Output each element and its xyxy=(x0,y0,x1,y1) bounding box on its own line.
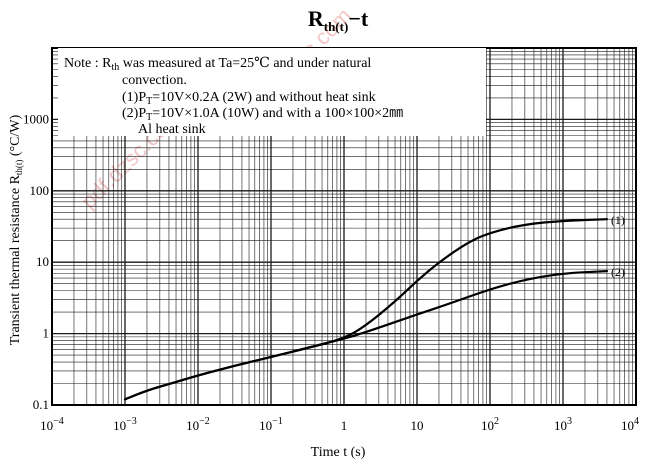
note-case2-label: (2)P xyxy=(122,106,146,121)
note-box: Note : Rth was measured at Ta=25℃ and un… xyxy=(58,48,486,137)
note-prefix: Note : R xyxy=(64,56,112,71)
series-label-1: (1) xyxy=(611,213,625,227)
x-tick-label: 1 xyxy=(341,418,348,433)
x-tick-label: 10−1 xyxy=(259,416,283,433)
note-case2-text: =10V×1.0A (10W) and with a 100×100×2㎜ xyxy=(152,106,403,121)
note-box-background xyxy=(58,48,486,136)
note-case1-subscript: T xyxy=(146,96,152,107)
chart-title-main: R xyxy=(308,6,325,31)
x-axis-ticks: 10−4 10−3 10−2 10−1 1 10 102 103 104 xyxy=(40,416,639,433)
x-tick-label: 103 xyxy=(554,416,572,433)
note-line-5: Al heat sink xyxy=(138,122,206,137)
note-line-4: (2)PT=10V×1.0A (10W) and with a 100×100×… xyxy=(122,106,403,123)
note-case2-subscript: T xyxy=(146,112,152,123)
y-tick-label: 100 xyxy=(30,183,50,198)
note-text-rest: was measured at Ta=25℃ and under natural xyxy=(119,56,371,71)
x-tick-label: 10−2 xyxy=(186,416,210,433)
chart-title: Rth(t)−t xyxy=(308,6,369,34)
y-tick-label: 0.1 xyxy=(33,397,49,412)
x-tick-label: 102 xyxy=(481,416,499,433)
x-tick-label: 104 xyxy=(621,416,639,433)
plot-series: (1) (2) xyxy=(123,213,625,401)
y-axis-label-main: Transient thermal resistance R xyxy=(8,174,23,345)
y-axis-label-subscript: th(t) xyxy=(14,160,24,176)
note-line-3: (1)PT=10V×0.2A (2W) and without heat sin… xyxy=(122,90,376,107)
y-axis-label: Transient thermal resistance Rth(t) (°C/… xyxy=(8,114,24,345)
note-rth-subscript: th xyxy=(111,62,119,73)
note-case1-text: =10V×0.2A (2W) and without heat sink xyxy=(152,90,375,105)
x-tick-label: 10−3 xyxy=(113,416,137,433)
note-case1-label: (1)P xyxy=(122,90,146,105)
y-tick-label: 1 xyxy=(43,326,50,341)
y-tick-label: 1000 xyxy=(23,111,49,126)
note-line-1: Note : Rth was measured at Ta=25℃ and un… xyxy=(64,56,371,73)
x-tick-label: 10−4 xyxy=(40,416,64,433)
y-tick-label: 10 xyxy=(36,254,49,269)
y-axis-ticks: 0.1 1 10 100 1000 xyxy=(23,111,49,412)
series-line-2 xyxy=(123,270,609,401)
chart-title-suffix: −t xyxy=(348,6,369,31)
note-line-2: convection. xyxy=(122,73,187,88)
series-label-2: (2) xyxy=(611,265,625,279)
chart-title-subscript: th(t) xyxy=(324,19,349,34)
x-tick-label: 10 xyxy=(411,418,424,433)
y-axis-label-unit: (°C/W) xyxy=(8,114,23,159)
x-axis-label: Time t (s) xyxy=(311,445,366,460)
